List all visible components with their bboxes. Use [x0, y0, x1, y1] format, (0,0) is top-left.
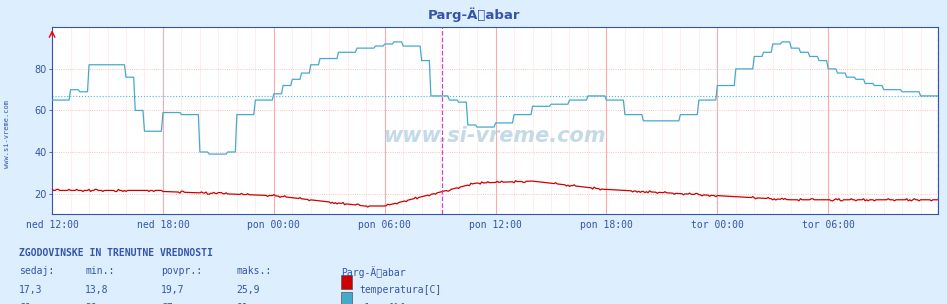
Text: povpr.:: povpr.:	[161, 266, 202, 276]
Text: 67: 67	[161, 303, 172, 304]
Text: 25,9: 25,9	[237, 285, 260, 295]
Text: 17,3: 17,3	[19, 285, 43, 295]
Bar	[341, 292, 352, 304]
Text: tor 06:00: tor 06:00	[802, 220, 854, 230]
Text: 13,8: 13,8	[85, 285, 109, 295]
Text: ZGODOVINSKE IN TRENUTNE VREDNOSTI: ZGODOVINSKE IN TRENUTNE VREDNOSTI	[19, 248, 213, 258]
Text: pon 06:00: pon 06:00	[358, 220, 411, 230]
Text: 39: 39	[85, 303, 97, 304]
Text: temperatura[C]: temperatura[C]	[360, 285, 442, 295]
Text: pon 12:00: pon 12:00	[469, 220, 522, 230]
Text: maks.:: maks.:	[237, 266, 272, 276]
Text: pon 00:00: pon 00:00	[247, 220, 300, 230]
Text: ned 12:00: ned 12:00	[26, 220, 79, 230]
Text: 91: 91	[237, 303, 248, 304]
Bar	[341, 275, 352, 289]
Text: Parg-Äabar: Parg-Äabar	[341, 266, 405, 278]
Text: 69: 69	[19, 303, 30, 304]
Text: www.si-vreme.com: www.si-vreme.com	[384, 126, 606, 146]
Text: pon 18:00: pon 18:00	[580, 220, 633, 230]
Text: Parg-Äabar: Parg-Äabar	[427, 8, 520, 22]
Text: vlaga[%]: vlaga[%]	[360, 303, 407, 304]
Text: min.:: min.:	[85, 266, 115, 276]
Text: www.si-vreme.com: www.si-vreme.com	[4, 100, 9, 168]
Text: ned 18:00: ned 18:00	[136, 220, 189, 230]
Text: 19,7: 19,7	[161, 285, 185, 295]
Text: sedaj:: sedaj:	[19, 266, 54, 276]
Text: tor 00:00: tor 00:00	[691, 220, 743, 230]
